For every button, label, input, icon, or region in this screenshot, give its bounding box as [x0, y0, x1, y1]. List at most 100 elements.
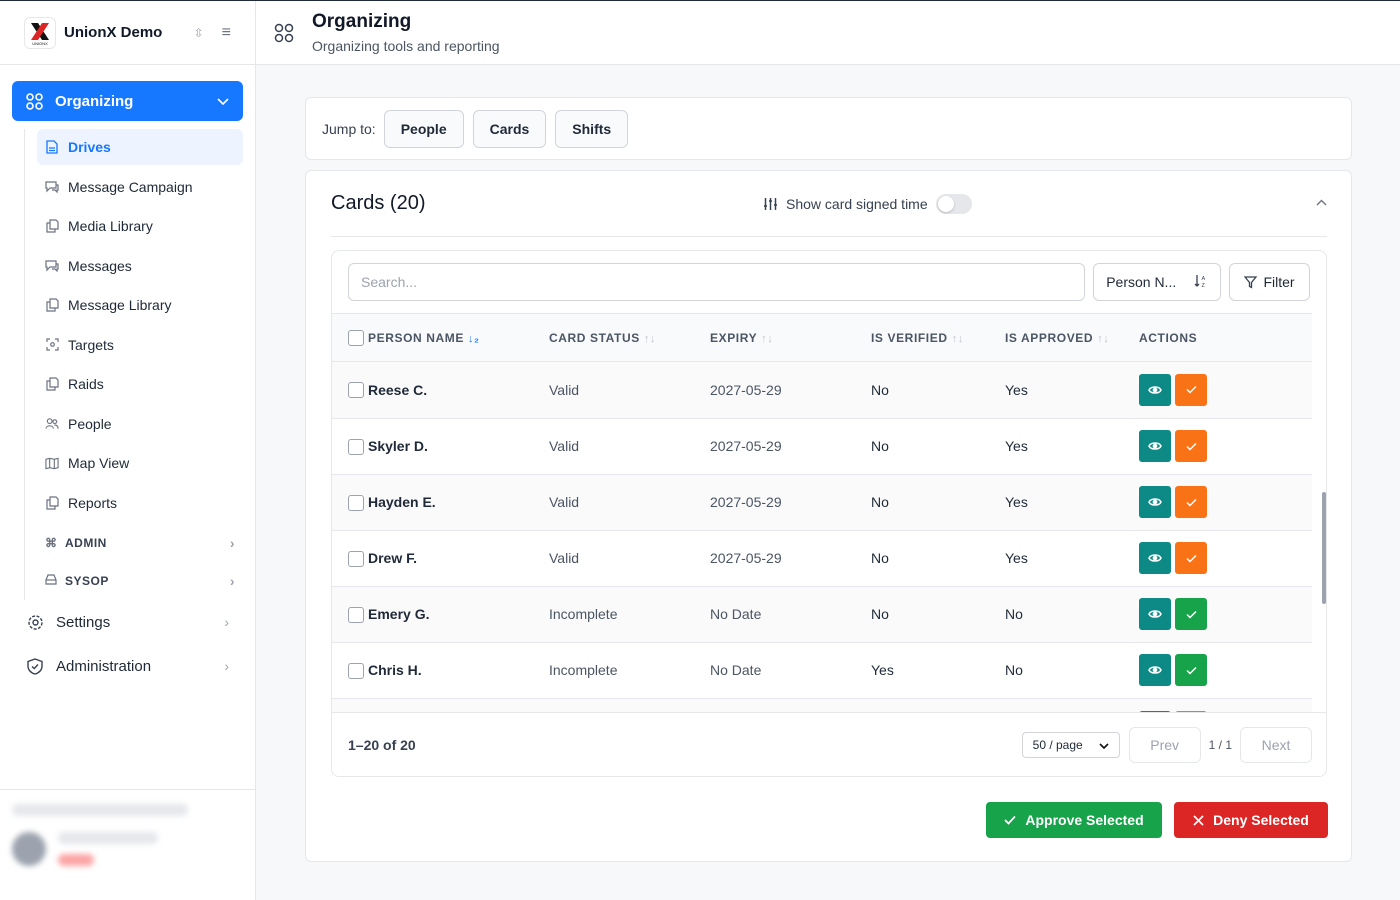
jump-shifts-button[interactable]: Shifts	[555, 109, 629, 148]
row-checkbox[interactable]	[348, 382, 364, 399]
column-header-person-name[interactable]: PERSON NAME ↓₂	[368, 330, 480, 345]
column-header-expiry[interactable]: EXPIRY ↑↓	[710, 330, 774, 345]
sidebar-item-raids[interactable]: Raids	[37, 366, 243, 402]
row-checkbox[interactable]	[348, 606, 364, 623]
sidebar-item-map-view[interactable]: Map View	[37, 445, 243, 481]
menu-icon[interactable]: ≡	[221, 23, 231, 41]
switch-org-icon[interactable]: ⇳	[193, 25, 204, 40]
column-header-card-status[interactable]: CARD STATUS ↑↓	[549, 330, 657, 345]
table-row[interactable]: Drew F. Valid 2027-05-29 No Yes	[332, 530, 1312, 586]
search-input[interactable]	[348, 263, 1086, 301]
check-icon	[1004, 815, 1016, 825]
chevron-right-icon: ›	[224, 614, 229, 630]
cell-is-approved: Yes	[1005, 381, 1028, 398]
file-icon	[45, 140, 59, 154]
table-row[interactable]: Emery G. Incomplete No Date No No	[332, 586, 1312, 642]
sidebar-item-drives[interactable]: Drives	[37, 129, 243, 165]
signed-time-toggle[interactable]	[935, 194, 972, 214]
view-button[interactable]	[1139, 542, 1171, 574]
sidebar-item-targets[interactable]: Targets	[37, 327, 243, 363]
approve-row-button[interactable]	[1175, 654, 1207, 686]
sidebar-group-sysop[interactable]: SYSOP ›	[37, 562, 243, 600]
view-button[interactable]	[1139, 373, 1171, 406]
check-icon	[1185, 442, 1197, 451]
cell-expiry: 2027-05-29	[710, 438, 782, 454]
sidebar-item-message-library[interactable]: Message Library	[37, 287, 243, 323]
brand-name: UnionX Demo	[64, 24, 163, 41]
table-row[interactable]: Hayden E. Valid 2027-05-29 No Yes	[332, 474, 1312, 530]
cell-actions	[1139, 362, 1312, 418]
table-scrollbar[interactable]	[1322, 492, 1326, 604]
column-header-is-verified[interactable]: IS VERIFIED ↑↓	[871, 330, 964, 345]
brand-bar[interactable]: UNIONX UnionX Demo ⇳ ≡	[0, 1, 255, 65]
sidebar-item-organizing[interactable]: Organizing	[12, 81, 243, 121]
table-row[interactable]: Skyler D. Valid 2027-05-29 No Yes	[332, 418, 1312, 474]
column-header-is-approved[interactable]: IS APPROVED ↑↓	[1005, 330, 1110, 345]
approve-row-button[interactable]	[1175, 430, 1207, 462]
view-button[interactable]	[1139, 486, 1171, 518]
page-size-select[interactable]: 50 / page	[1021, 731, 1120, 758]
cell-card-status: Incomplete	[549, 662, 618, 678]
cell-expiry: 2027-05-29	[710, 550, 782, 566]
table-row[interactable]: Chris H. Incomplete No Date Yes No	[332, 642, 1312, 698]
target-icon	[45, 338, 59, 351]
sidebar-item-messages[interactable]: Messages	[37, 248, 243, 284]
cards-table-container: Person N... AZ Filter PERSON NAME↓₂	[331, 250, 1327, 777]
cell-is-verified: No	[871, 381, 889, 398]
user-panel[interactable]	[0, 789, 255, 900]
cell-card-status: Valid	[549, 381, 580, 398]
sidebar-group-admin[interactable]: ⌘ ADMIN ›	[37, 524, 243, 562]
sidebar-group-label: ADMIN	[65, 536, 107, 550]
chevron-up-icon[interactable]	[1316, 195, 1327, 209]
approve-row-button[interactable]	[1175, 542, 1207, 574]
row-checkbox[interactable]	[348, 438, 364, 455]
cell-card-status: Valid	[549, 438, 580, 454]
cell-actions	[1139, 642, 1312, 698]
sidebar-item-media-library[interactable]: Media Library	[37, 208, 243, 244]
cards-title: Cards (20)	[331, 192, 426, 214]
cell-expiry: 2027-05-29	[710, 494, 782, 510]
cards-table: PERSON NAME ↓₂ CARD STATUS ↑↓ EXPIRY ↑↓ IS …	[332, 313, 1312, 362]
sidebar-item-label: Settings	[56, 613, 111, 631]
sidebar-item-settings[interactable]: Settings ›	[12, 600, 243, 644]
view-button[interactable]	[1139, 430, 1171, 462]
view-button[interactable]	[1139, 654, 1171, 686]
sidebar-item-label: People	[68, 415, 112, 432]
approve-selected-label: Approve Selected	[1025, 812, 1144, 828]
approve-row-button[interactable]	[1175, 486, 1207, 518]
sidebar-item-reports[interactable]: Reports	[37, 485, 243, 521]
grid-icon	[274, 23, 294, 43]
approve-selected-button[interactable]: Approve Selected	[986, 802, 1162, 838]
sidebar-item-label: Reports	[68, 494, 118, 511]
next-page-button[interactable]: Next	[1240, 726, 1312, 763]
eye-icon	[1148, 609, 1162, 619]
deny-selected-button[interactable]: Deny Selected	[1174, 802, 1328, 838]
select-all-checkbox[interactable]	[348, 329, 364, 346]
sliders-icon	[763, 197, 778, 211]
table-row[interactable]: Reese C. Valid 2027-05-29 No Yes	[332, 362, 1312, 418]
filter-button[interactable]: Filter	[1229, 263, 1310, 301]
row-checkbox[interactable]	[348, 662, 364, 679]
approve-row-button[interactable]	[1175, 598, 1207, 630]
sidebar-item-label: Administration	[56, 657, 152, 675]
grid-icon	[26, 92, 43, 110]
view-button[interactable]	[1139, 598, 1171, 630]
jump-people-button[interactable]: People	[383, 109, 464, 148]
cards-panel: Cards (20) Show card signed time Person …	[305, 170, 1352, 862]
sidebar-item-people[interactable]: People	[37, 406, 243, 442]
jump-cards-button[interactable]: Cards	[472, 109, 547, 148]
approve-row-button[interactable]	[1175, 373, 1207, 406]
eye-icon	[1148, 385, 1162, 395]
row-checkbox[interactable]	[348, 550, 364, 567]
prev-page-button[interactable]: Prev	[1128, 726, 1201, 763]
cell-person-name: Reese C.	[368, 381, 428, 398]
row-checkbox[interactable]	[348, 494, 364, 511]
table-body-scroll[interactable]: Reese C. Valid 2027-05-29 No Yes Skyler D. Val…	[332, 362, 1326, 715]
cell-is-approved: No	[1005, 662, 1023, 678]
cell-is-verified: No	[871, 550, 889, 566]
copy-icon	[45, 219, 59, 233]
sidebar-item-message-campaign[interactable]: Message Campaign	[37, 169, 243, 205]
sidebar-item-administration[interactable]: Administration ›	[12, 644, 243, 688]
sort-active-icon: ↓₂	[467, 332, 480, 345]
